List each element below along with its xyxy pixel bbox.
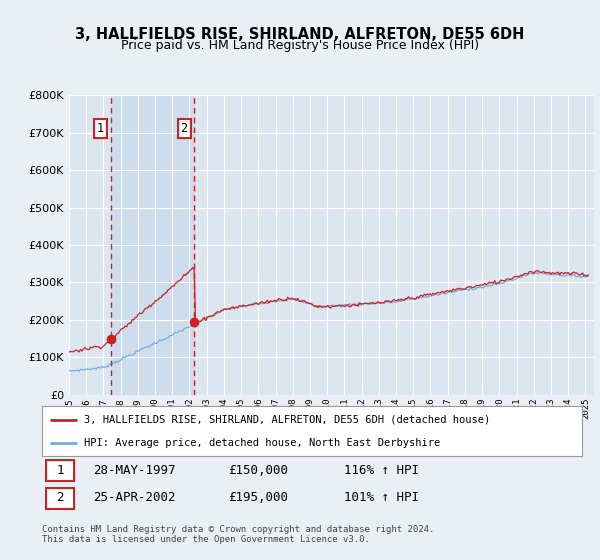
Text: 2: 2 xyxy=(181,123,188,136)
Text: 3, HALLFIELDS RISE, SHIRLAND, ALFRETON, DE55 6DH: 3, HALLFIELDS RISE, SHIRLAND, ALFRETON, … xyxy=(76,27,524,42)
Bar xyxy=(110,95,194,395)
FancyBboxPatch shape xyxy=(46,488,74,508)
Text: 3, HALLFIELDS RISE, SHIRLAND, ALFRETON, DE55 6DH (detached house): 3, HALLFIELDS RISE, SHIRLAND, ALFRETON, … xyxy=(84,414,490,424)
Text: £195,000: £195,000 xyxy=(228,491,288,504)
Text: £150,000: £150,000 xyxy=(228,464,288,477)
Text: 1: 1 xyxy=(97,123,104,136)
FancyBboxPatch shape xyxy=(46,460,74,481)
Text: 101% ↑ HPI: 101% ↑ HPI xyxy=(344,491,419,504)
Text: HPI: Average price, detached house, North East Derbyshire: HPI: Average price, detached house, Nort… xyxy=(84,438,440,448)
Text: 2: 2 xyxy=(56,491,64,504)
Text: Contains HM Land Registry data © Crown copyright and database right 2024.
This d: Contains HM Land Registry data © Crown c… xyxy=(42,525,434,544)
Text: 116% ↑ HPI: 116% ↑ HPI xyxy=(344,464,419,477)
Text: 1: 1 xyxy=(56,464,64,477)
Text: Price paid vs. HM Land Registry's House Price Index (HPI): Price paid vs. HM Land Registry's House … xyxy=(121,39,479,52)
Text: 28-MAY-1997: 28-MAY-1997 xyxy=(94,464,176,477)
Text: 25-APR-2002: 25-APR-2002 xyxy=(94,491,176,504)
